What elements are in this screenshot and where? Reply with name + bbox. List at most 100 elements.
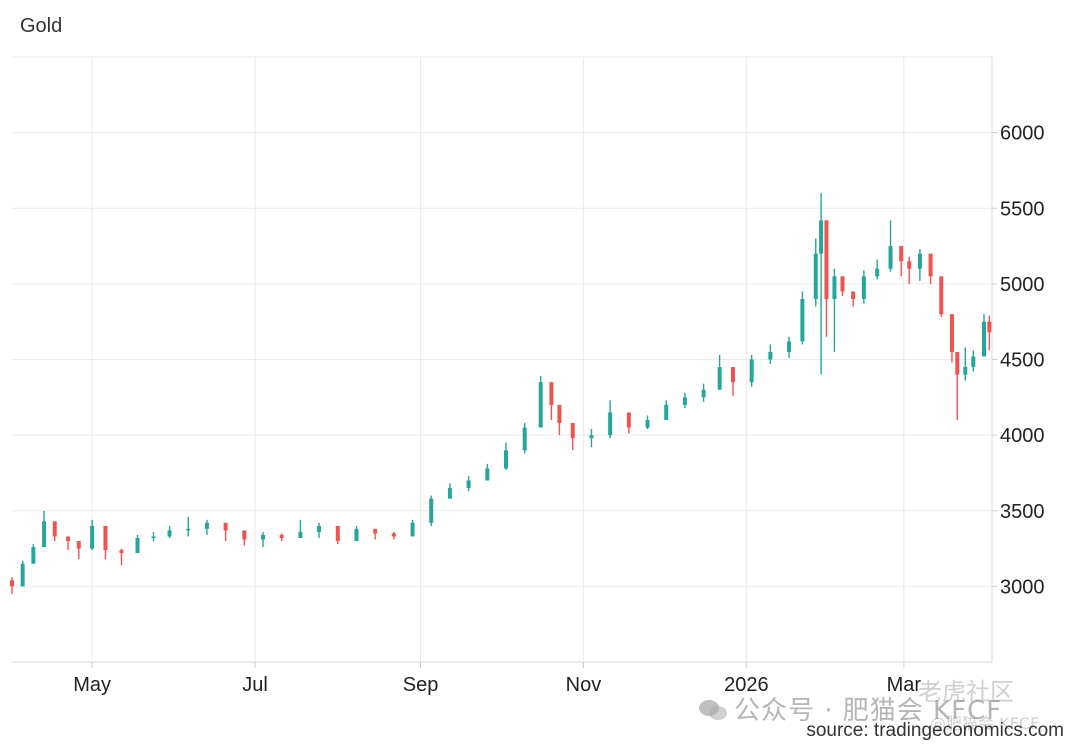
candle-up [682,392,687,408]
candle-up [90,519,95,551]
candle-body [963,367,968,375]
candle-body [522,427,527,451]
candle-up [749,354,754,387]
candle-body [917,253,922,269]
candle-down [373,528,378,540]
candle-body [466,480,471,489]
candle-body [538,382,543,428]
candle-up [538,376,543,428]
candle-body [717,367,722,390]
candle-up [151,531,156,541]
candle-body [549,382,554,405]
candle-body [42,521,47,548]
candle-body [52,521,57,537]
candle-down [949,314,954,363]
candle-up [800,291,805,345]
candle-body [800,299,805,342]
x-tick-label: Mar [887,674,922,696]
candle-up [787,336,792,358]
candle-body [928,253,933,277]
x-tick-label: Sep [403,674,439,696]
x-tick-label: May [73,674,111,696]
candle-up [261,531,266,548]
candle-body [373,528,378,534]
x-tick-label: Nov [566,674,602,696]
watermark-wechat: 公众号 · 肥猫会 KFCF [698,690,1002,727]
candle-body [768,351,773,360]
candle-body [955,351,960,375]
candle-body [861,276,866,299]
candle-down [52,521,57,541]
candle-up [875,259,880,280]
candle-body [223,522,228,531]
candle-body [447,488,452,499]
candle-body [354,528,359,541]
candle-up [429,495,434,526]
x-tick-label: 2026 [724,674,769,696]
candle-up [447,483,452,499]
candles [10,193,992,594]
candle-body [186,528,191,531]
candle-body [589,435,594,439]
candle-body [119,550,124,554]
candle-up [861,270,866,304]
candle-up [31,544,36,564]
chart-title: Gold [20,15,63,37]
candle-down [549,382,554,420]
candle-body [151,536,156,538]
candle-down [103,525,108,560]
candle-body [664,404,669,420]
candle-body [626,412,631,428]
candle-down [242,530,247,546]
candle-down [939,276,944,318]
candle-up [717,354,722,390]
candle-body [410,522,415,537]
candle-body [570,423,575,439]
candle-down [557,404,562,436]
candle-body [66,536,71,541]
candle-body [701,389,706,398]
candle-body [103,525,108,551]
candle-up [42,510,47,548]
candle-down [76,541,81,560]
candle-up [485,463,490,481]
candle-body [987,321,992,333]
candle-body [682,397,687,405]
candle-up [819,193,824,375]
candle-body [981,321,986,357]
candle-down [955,351,960,420]
candle-up [768,344,773,365]
candle-body [645,420,650,428]
candle-body [76,541,81,549]
candle-up [832,268,837,352]
candle-body [279,534,284,538]
y-tick-label: 6000 [1000,123,1045,145]
watermark-main-text: 公众号 · 肥猫会 KFCF [734,696,1003,726]
candle-body [242,530,247,540]
candle-body [485,468,490,481]
candle-up [466,475,471,492]
y-tick-label: 3000 [1000,576,1045,598]
candle-up [589,429,594,448]
candle-down [987,315,992,351]
candle-body [20,563,25,587]
candle-down [851,291,856,307]
candle-body [819,220,824,254]
candle-up [504,442,509,470]
candle-up [204,519,209,535]
candle-body [31,547,36,564]
candle-body [888,246,893,269]
candle-body [730,367,735,383]
candle-down [119,548,124,566]
y-tick-label: 4500 [1000,350,1045,372]
candle-up [298,519,303,538]
candle-up [701,383,706,402]
candle-body [907,261,912,269]
watermark-handle: @肥猫会 KFCF [930,714,1040,733]
candle-up [645,415,650,430]
candle-down [824,220,829,337]
candle-body [317,525,322,532]
candle-up [354,525,359,541]
candle-up [664,400,669,420]
